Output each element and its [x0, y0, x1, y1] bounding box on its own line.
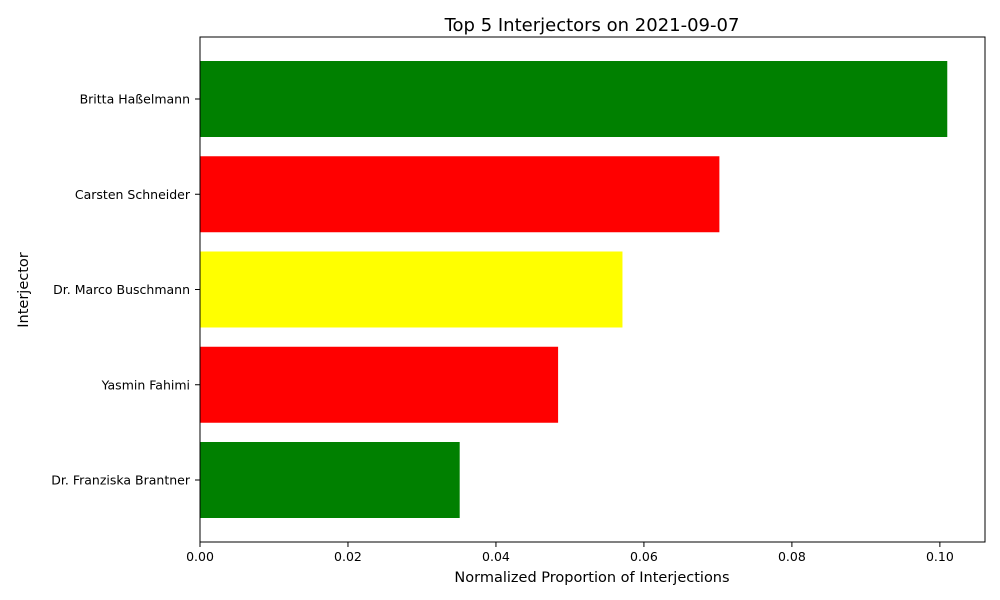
y-tick-label: Carsten Schneider — [75, 187, 191, 202]
y-tick-label: Dr. Franziska Brantner — [51, 473, 191, 488]
bar-yasmin-fahimi — [200, 346, 559, 423]
x-tick-label: 0.00 — [186, 549, 214, 564]
plot-frame — [199, 36, 986, 543]
x-tick-label: 0.04 — [482, 549, 510, 564]
y-axis-label: Interjector — [16, 252, 32, 328]
bar-carsten-schneider — [200, 156, 720, 233]
x-axis-label: Normalized Proportion of Interjections — [454, 570, 729, 586]
chart-title: Top 5 Interjectors on 2021-09-07 — [444, 15, 740, 36]
bar-dr-franziska-brantner — [200, 442, 460, 518]
y-tick-label: Britta Haßelmann — [80, 92, 190, 107]
bar-britta-ha-elmann — [200, 61, 948, 137]
bar-dr-marco-buschmann — [200, 251, 623, 328]
x-tick-label: 0.02 — [334, 549, 362, 564]
y-tick-label: Dr. Marco Buschmann — [53, 282, 190, 297]
axis-ticks-group: Britta Haßelmann Carsten Schneider Dr. Mar… — [51, 92, 954, 565]
x-tick-label: 0.10 — [926, 549, 954, 564]
x-tick-label: 0.08 — [778, 549, 806, 564]
bars-group — [200, 61, 948, 518]
x-tick-label: 0.06 — [630, 549, 658, 564]
y-tick-label: Yasmin Fahimi — [101, 377, 190, 392]
